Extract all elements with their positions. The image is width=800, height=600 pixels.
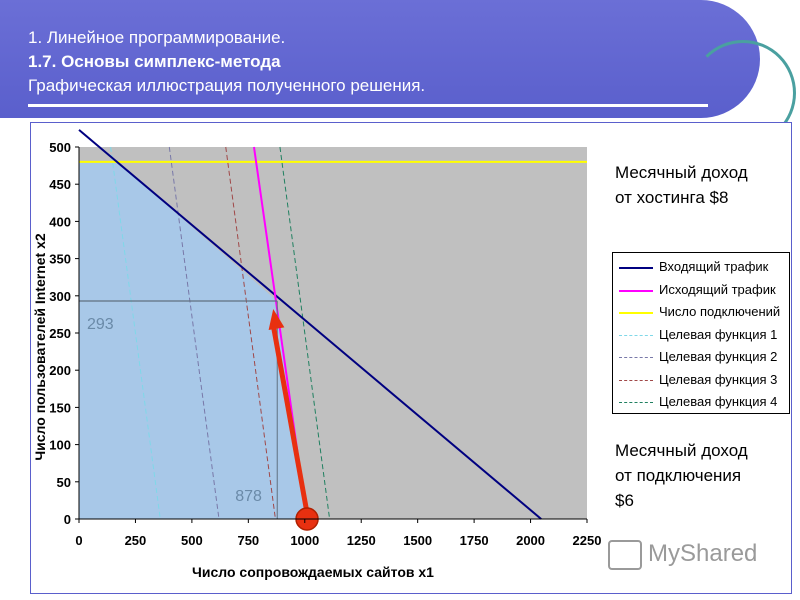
legend-swatch <box>619 379 653 381</box>
y-tick-label: 100 <box>49 438 71 453</box>
decorative-arc <box>690 40 796 146</box>
feasible-region <box>79 161 308 519</box>
hosting-note-line-1: Месячный доход <box>615 163 748 182</box>
legend-label: Входящий трафик <box>659 259 769 274</box>
legend-label: Целевая функция 1 <box>659 326 778 342</box>
legend-item: Целевая функция 3 <box>619 370 789 390</box>
legend-item: Число подключений <box>619 302 789 322</box>
legend-swatch <box>619 357 653 358</box>
legend-swatch <box>619 267 653 269</box>
header-line-1: 1. Линейное программирование. <box>28 28 286 47</box>
y-axis-title: Число пользователей Internet x2 <box>32 233 48 461</box>
x-tick-label: 750 <box>237 533 259 548</box>
header-underline <box>28 104 708 107</box>
y-tick-label: 50 <box>57 475 71 490</box>
connection-note-line-1: Месячный доход <box>615 441 748 460</box>
legend-label: Исходящий трафик <box>659 281 776 297</box>
series-line-5 <box>225 146 276 520</box>
legend-label: Целевая функция 2 <box>659 349 778 364</box>
watermark-text: MyShared <box>648 540 758 567</box>
y-tick-label: 500 <box>49 140 71 155</box>
legend-swatch <box>619 289 653 292</box>
legend-item: Целевая функция 2 <box>619 347 789 367</box>
x-tick-label: 1000 <box>290 533 319 548</box>
x-tick-label: 1500 <box>403 533 432 548</box>
y-tick-label: 200 <box>49 363 71 378</box>
x-tick-label: 2000 <box>516 533 545 548</box>
x-tick-label: 1250 <box>347 533 376 548</box>
hosting-income-note: Месячный доход от хостинга $8 <box>615 160 748 210</box>
legend-swatch <box>619 402 653 403</box>
legend-label: Целевая функция 4 <box>659 394 778 409</box>
header-line-3: Графическая иллюстрация полученного реше… <box>28 76 426 95</box>
chart-legend: Входящий трафик Исходящий трафик Число под… <box>612 252 790 414</box>
solution-arrow-head <box>268 309 285 331</box>
y-tick-label: 150 <box>49 400 71 415</box>
presentation-icon <box>608 540 642 570</box>
series-line-3 <box>110 146 161 520</box>
legend-item: Целевая функция 1 <box>619 325 789 345</box>
legend-item: Исходящий трафик <box>619 280 789 300</box>
y-tick-label: 400 <box>49 214 71 229</box>
x-tick-label: 2250 <box>573 533 602 548</box>
chart-svg: 293 878 0 50 100 150 200 250 300 350 400 450 500 0 250… <box>32 129 602 580</box>
legend-label: Число подключений <box>659 304 781 319</box>
connection-note-line-2: от подключения <box>615 466 742 485</box>
optimum-y-label: 293 <box>87 316 114 333</box>
x-axis-title: Число сопровождаемых сайтов x1 <box>192 564 434 580</box>
x-tick-label: 0 <box>75 533 82 548</box>
solution-arrow-shaft <box>270 324 310 514</box>
series-line-4 <box>168 146 220 520</box>
legend-item: Целевая функция 4 <box>619 392 789 412</box>
legend-swatch <box>619 334 653 336</box>
y-tick-label: 0 <box>64 512 71 527</box>
connection-note-line-3: $6 <box>615 491 634 510</box>
legend-item: Входящий трафик <box>619 257 789 277</box>
header-band <box>0 0 760 118</box>
legend-label: Целевая функция 3 <box>659 371 778 387</box>
watermark-logo: MyShared <box>608 538 778 570</box>
hosting-note-line-2: от хостинга $8 <box>615 188 729 207</box>
x-tick-label: 250 <box>125 533 147 548</box>
header-line-2: 1.7. Основы симплекс-метода <box>28 52 281 71</box>
connection-income-note: Месячный доход от подключения $6 <box>615 438 748 513</box>
series-line-0 <box>78 129 542 520</box>
optimum-x-label: 878 <box>235 488 262 505</box>
legend-swatch <box>619 312 653 314</box>
x-tick-label: 500 <box>181 533 203 548</box>
y-tick-label: 250 <box>49 326 71 341</box>
y-tick-label: 300 <box>49 289 71 304</box>
x-tick-label: 1750 <box>460 533 489 548</box>
y-tick-label: 350 <box>49 252 71 267</box>
series-line-6 <box>279 146 331 520</box>
y-tick-label: 450 <box>49 177 71 192</box>
